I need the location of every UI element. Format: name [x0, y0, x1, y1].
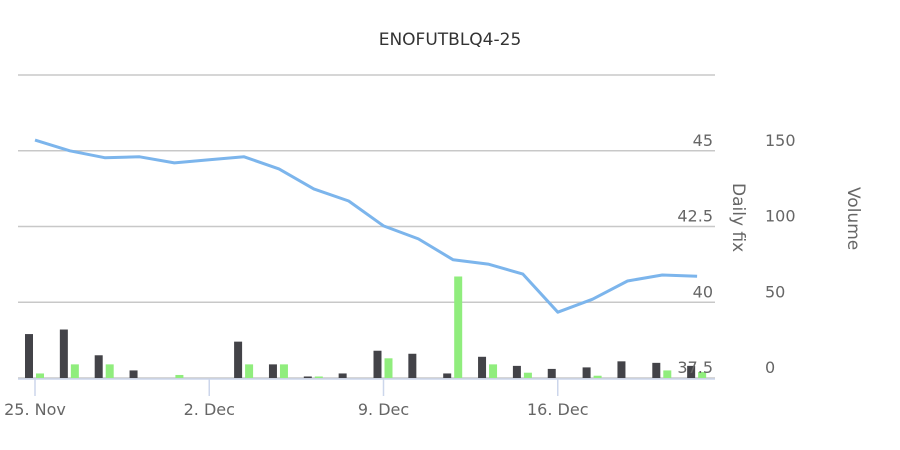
- volume-bar-dark[interactable]: [443, 373, 452, 378]
- volume-bar-dark[interactable]: [94, 355, 103, 378]
- volume-bar-green[interactable]: [523, 372, 532, 378]
- x-tick-label: 25. Nov: [4, 400, 66, 419]
- volume-axis: 0 50 100 150 Volume: [765, 131, 863, 377]
- volume-bar-green[interactable]: [245, 364, 254, 378]
- chart-title: ENOFUTBLQ4-25: [378, 30, 522, 50]
- volume-bar-green[interactable]: [36, 373, 44, 378]
- volume-bar-green[interactable]: [663, 370, 672, 378]
- volume-bar-dark[interactable]: [512, 365, 521, 378]
- volume-bar-dark[interactable]: [338, 373, 347, 378]
- volume-bar-green[interactable]: [454, 276, 463, 378]
- volume-bar-green[interactable]: [593, 375, 602, 378]
- volume-bar-dark[interactable]: [582, 367, 591, 378]
- daily-fix-line: [34, 138, 698, 314]
- daily-fix-tick-label: 40: [693, 282, 713, 301]
- daily-fix-axis: 37.5 40 42.5 45 Daily fix: [677, 131, 748, 377]
- volume-bar-green[interactable]: [314, 376, 323, 378]
- x-tick-label: 2. Dec: [184, 400, 235, 419]
- daily-fix-series[interactable]: [34, 138, 698, 314]
- x-axis: 25. Nov 2. Dec 9. Dec 16. Dec: [4, 378, 715, 419]
- daily-fix-tick-label: 37.5: [677, 358, 713, 377]
- daily-fix-axis-title: Daily fix: [728, 183, 748, 252]
- volume-axis-title: Volume: [843, 187, 863, 250]
- volume-bar-dark[interactable]: [547, 368, 556, 378]
- daily-fix-tick-label: 42.5: [677, 207, 713, 226]
- volume-bar-dark[interactable]: [373, 350, 382, 378]
- volume-tick-label: 50: [765, 282, 785, 301]
- volume-bar-dark[interactable]: [268, 364, 277, 378]
- volume-tick-label: 100: [765, 207, 796, 226]
- volume-bar-dark[interactable]: [652, 362, 661, 378]
- volume-bar-dark[interactable]: [303, 376, 312, 378]
- volume-bar-green[interactable]: [384, 358, 393, 378]
- volume-bar-dark[interactable]: [234, 341, 243, 378]
- volume-tick-label: 0: [765, 358, 775, 377]
- volume-bar-dark[interactable]: [687, 365, 696, 378]
- volume-bar-green[interactable]: [105, 364, 114, 378]
- volume-bar-dark[interactable]: [59, 329, 68, 378]
- volume-bar-dark[interactable]: [617, 361, 626, 378]
- volume-tick-label: 150: [765, 131, 796, 150]
- x-tick-label: 16. Dec: [527, 400, 589, 419]
- volume-bar-green[interactable]: [698, 371, 707, 378]
- volume-bar-green[interactable]: [489, 364, 498, 378]
- volume-bar-green[interactable]: [175, 374, 184, 378]
- volume-bar-green[interactable]: [279, 364, 288, 378]
- volume-bar-green[interactable]: [70, 364, 79, 378]
- volume-bar-dark[interactable]: [408, 353, 417, 378]
- volume-bar-dark[interactable]: [129, 370, 138, 378]
- volume-bar-dark[interactable]: [25, 334, 33, 378]
- volume-bars: [25, 276, 707, 378]
- volume-bar-dark[interactable]: [478, 356, 487, 378]
- gridlines: [18, 74, 715, 379]
- daily-fix-tick-label: 45: [693, 131, 713, 150]
- x-tick-label: 9. Dec: [358, 400, 409, 419]
